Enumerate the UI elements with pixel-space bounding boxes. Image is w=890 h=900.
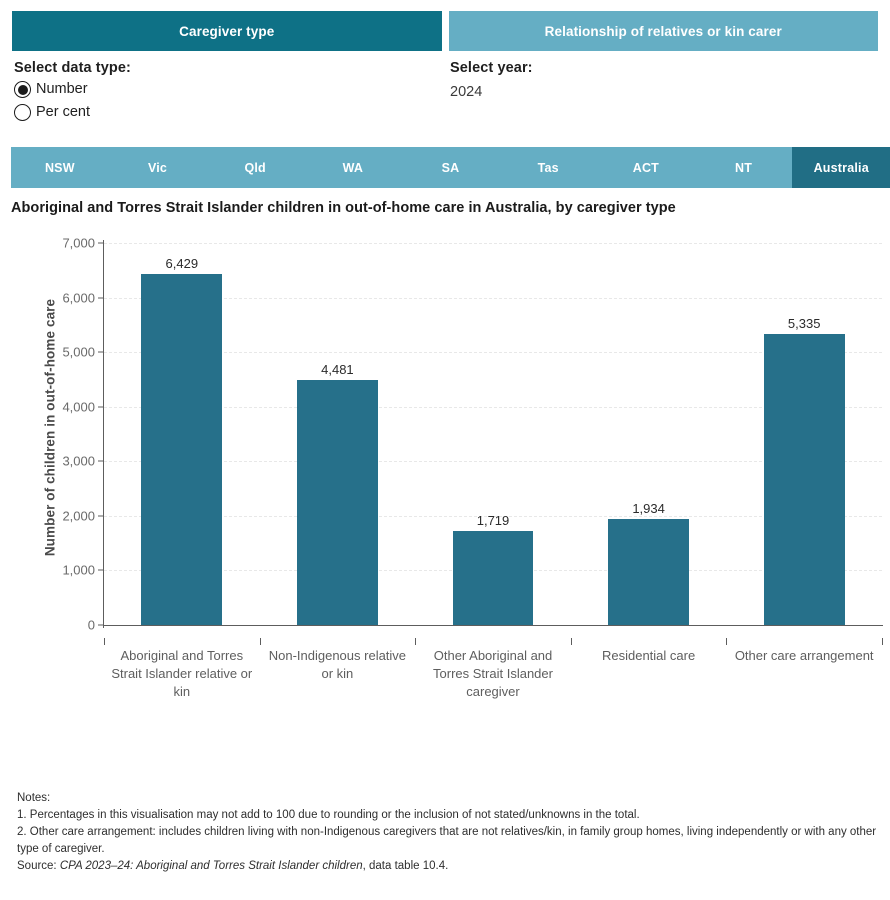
y-axis-tick-mark	[98, 351, 104, 353]
x-axis-category-label: Non-Indigenous relative or kin	[268, 648, 407, 681]
gridline	[104, 515, 882, 517]
gridline	[104, 406, 882, 408]
y-axis-tick-mark	[98, 460, 104, 462]
x-axis-edge-tick	[882, 638, 883, 645]
year-value[interactable]: 2024	[450, 84, 483, 100]
y-axis-tick-mark	[98, 515, 104, 517]
radio-per-cent-icon[interactable]	[14, 104, 31, 121]
bar[interactable]	[608, 519, 690, 625]
x-axis-tick-mark	[726, 638, 728, 645]
state-tab-tas-label: Tas	[537, 160, 559, 175]
tab-relationship-of-relatives-or-kin-carer[interactable]: Relationship of relatives or kin carer	[448, 11, 878, 51]
year-selector: Select year: 2024	[450, 58, 533, 103]
source-title: CPA 2023–24: Aboriginal and Torres Strai…	[59, 860, 363, 872]
bar-value-label: 4,481	[321, 362, 354, 378]
bar-value-label: 1,719	[476, 513, 510, 529]
bar[interactable]	[763, 333, 845, 625]
state-tab-nsw-label: NSW	[44, 160, 75, 175]
x-axis-tick-mark	[415, 638, 417, 645]
state-tab-act[interactable]: ACT	[597, 147, 695, 188]
source-suffix: , data table 10.4.	[362, 860, 449, 872]
data-type-label: Select data type:	[14, 60, 131, 76]
gridline	[104, 461, 882, 463]
data-type-selector: Select data type: Number Per cent	[14, 58, 131, 124]
state-tab-nsw[interactable]: NSW	[11, 147, 109, 188]
selector-panel: Select data type: Number Per cent Select…	[0, 58, 890, 128]
note-2: 2. Other care arrangement: includes chil…	[17, 826, 877, 855]
radio-option-number[interactable]: Number	[14, 78, 131, 101]
tab-caregiver-type-label: Caregiver type	[179, 23, 275, 39]
y-axis-tick-mark	[98, 406, 104, 408]
radio-number-icon[interactable]	[14, 81, 31, 98]
radio-per-cent-label: Per cent	[36, 104, 90, 120]
state-tab-nt-label: NT	[735, 160, 753, 175]
gridline	[104, 297, 882, 299]
bar-value-label: 1,934	[632, 501, 665, 517]
state-tab-sa-label: SA	[441, 160, 460, 175]
year-label: Select year:	[450, 60, 533, 76]
state-tab-sa[interactable]: SA	[402, 147, 500, 188]
x-axis-edge-tick	[104, 638, 105, 645]
state-tab-wa[interactable]: WA	[304, 147, 402, 188]
gridline	[104, 243, 882, 244]
radio-number-label: Number	[36, 81, 88, 97]
state-tab-nt[interactable]: NT	[695, 147, 793, 188]
x-axis-tick-mark	[570, 638, 572, 645]
y-axis-tick-mark	[98, 297, 104, 299]
tab-caregiver-type[interactable]: Caregiver type	[12, 11, 442, 51]
state-tab-vic-label: Vic	[147, 160, 168, 175]
y-axis-tick-label: 5,000	[62, 344, 95, 360]
y-axis-tick-label: 4,000	[62, 399, 95, 415]
jurisdiction-tab-strip: NSW Vic Qld WA SA Tas ACT NT Australia	[11, 147, 890, 188]
gridline	[104, 352, 882, 354]
y-axis-tick-label: 1,000	[62, 562, 95, 578]
chart-title: Aboriginal and Torres Strait Islander ch…	[11, 200, 676, 216]
x-axis-line	[103, 625, 883, 626]
y-axis-tick-label: 0	[87, 617, 95, 633]
y-axis-line	[103, 240, 104, 628]
y-axis-tick-label: 7,000	[62, 235, 95, 251]
state-tab-act-label: ACT	[632, 160, 660, 175]
note-1: 1. Percentages in this visualisation may…	[17, 809, 640, 821]
y-axis-tick-label: 3,000	[62, 453, 95, 469]
bar-value-label: 6,429	[165, 256, 199, 272]
bar[interactable]	[452, 531, 534, 625]
state-tab-qld[interactable]: Qld	[206, 147, 304, 188]
bar[interactable]	[296, 380, 378, 625]
y-axis-tick-label: 2,000	[62, 508, 95, 524]
notes-heading: Notes:	[17, 792, 51, 804]
y-axis-tick-mark	[98, 569, 104, 571]
state-tab-australia[interactable]: Australia	[792, 147, 890, 188]
state-tab-tas[interactable]: Tas	[499, 147, 597, 188]
bar-chart: Number of children in out-of-home care 0…	[0, 230, 890, 730]
y-axis-tick-mark	[98, 624, 104, 626]
source-line: Source: CPA 2023–24: Aboriginal and Torr…	[17, 858, 877, 875]
bar-value-label: 5,335	[787, 315, 821, 331]
state-tab-qld-label: Qld	[244, 160, 266, 175]
y-axis-tick-label: 6,000	[62, 290, 95, 306]
plot-area: 0 1,000 2,000 3,000 4,000 5,000 6,000 7,000 6,42…	[62, 236, 883, 699]
bar[interactable]	[141, 274, 223, 625]
x-axis-category-label: Residential care	[601, 648, 696, 663]
source-prefix: Source:	[17, 860, 60, 872]
y-axis-tick-mark	[98, 242, 104, 244]
x-axis-category-label: Aboriginal and Torres Strait Islander re…	[111, 648, 253, 699]
x-axis-tick-mark	[259, 638, 261, 645]
state-tab-wa-label: WA	[342, 160, 364, 175]
x-axis-category-label: Other Aboriginal and Torres Strait Islan…	[433, 648, 553, 699]
radio-option-per-cent[interactable]: Per cent	[14, 101, 131, 124]
state-tab-vic[interactable]: Vic	[109, 147, 207, 188]
notes-block: Notes: 1. Percentages in this visualisat…	[17, 790, 877, 875]
tab-relationship-label: Relationship of relatives or kin carer	[544, 23, 782, 39]
state-tab-australia-label: Australia	[813, 160, 869, 175]
caregiver-tab-strip: Caregiver type Relationship of relatives…	[12, 11, 878, 51]
x-axis-category-label: Other care arrangement	[734, 648, 874, 663]
